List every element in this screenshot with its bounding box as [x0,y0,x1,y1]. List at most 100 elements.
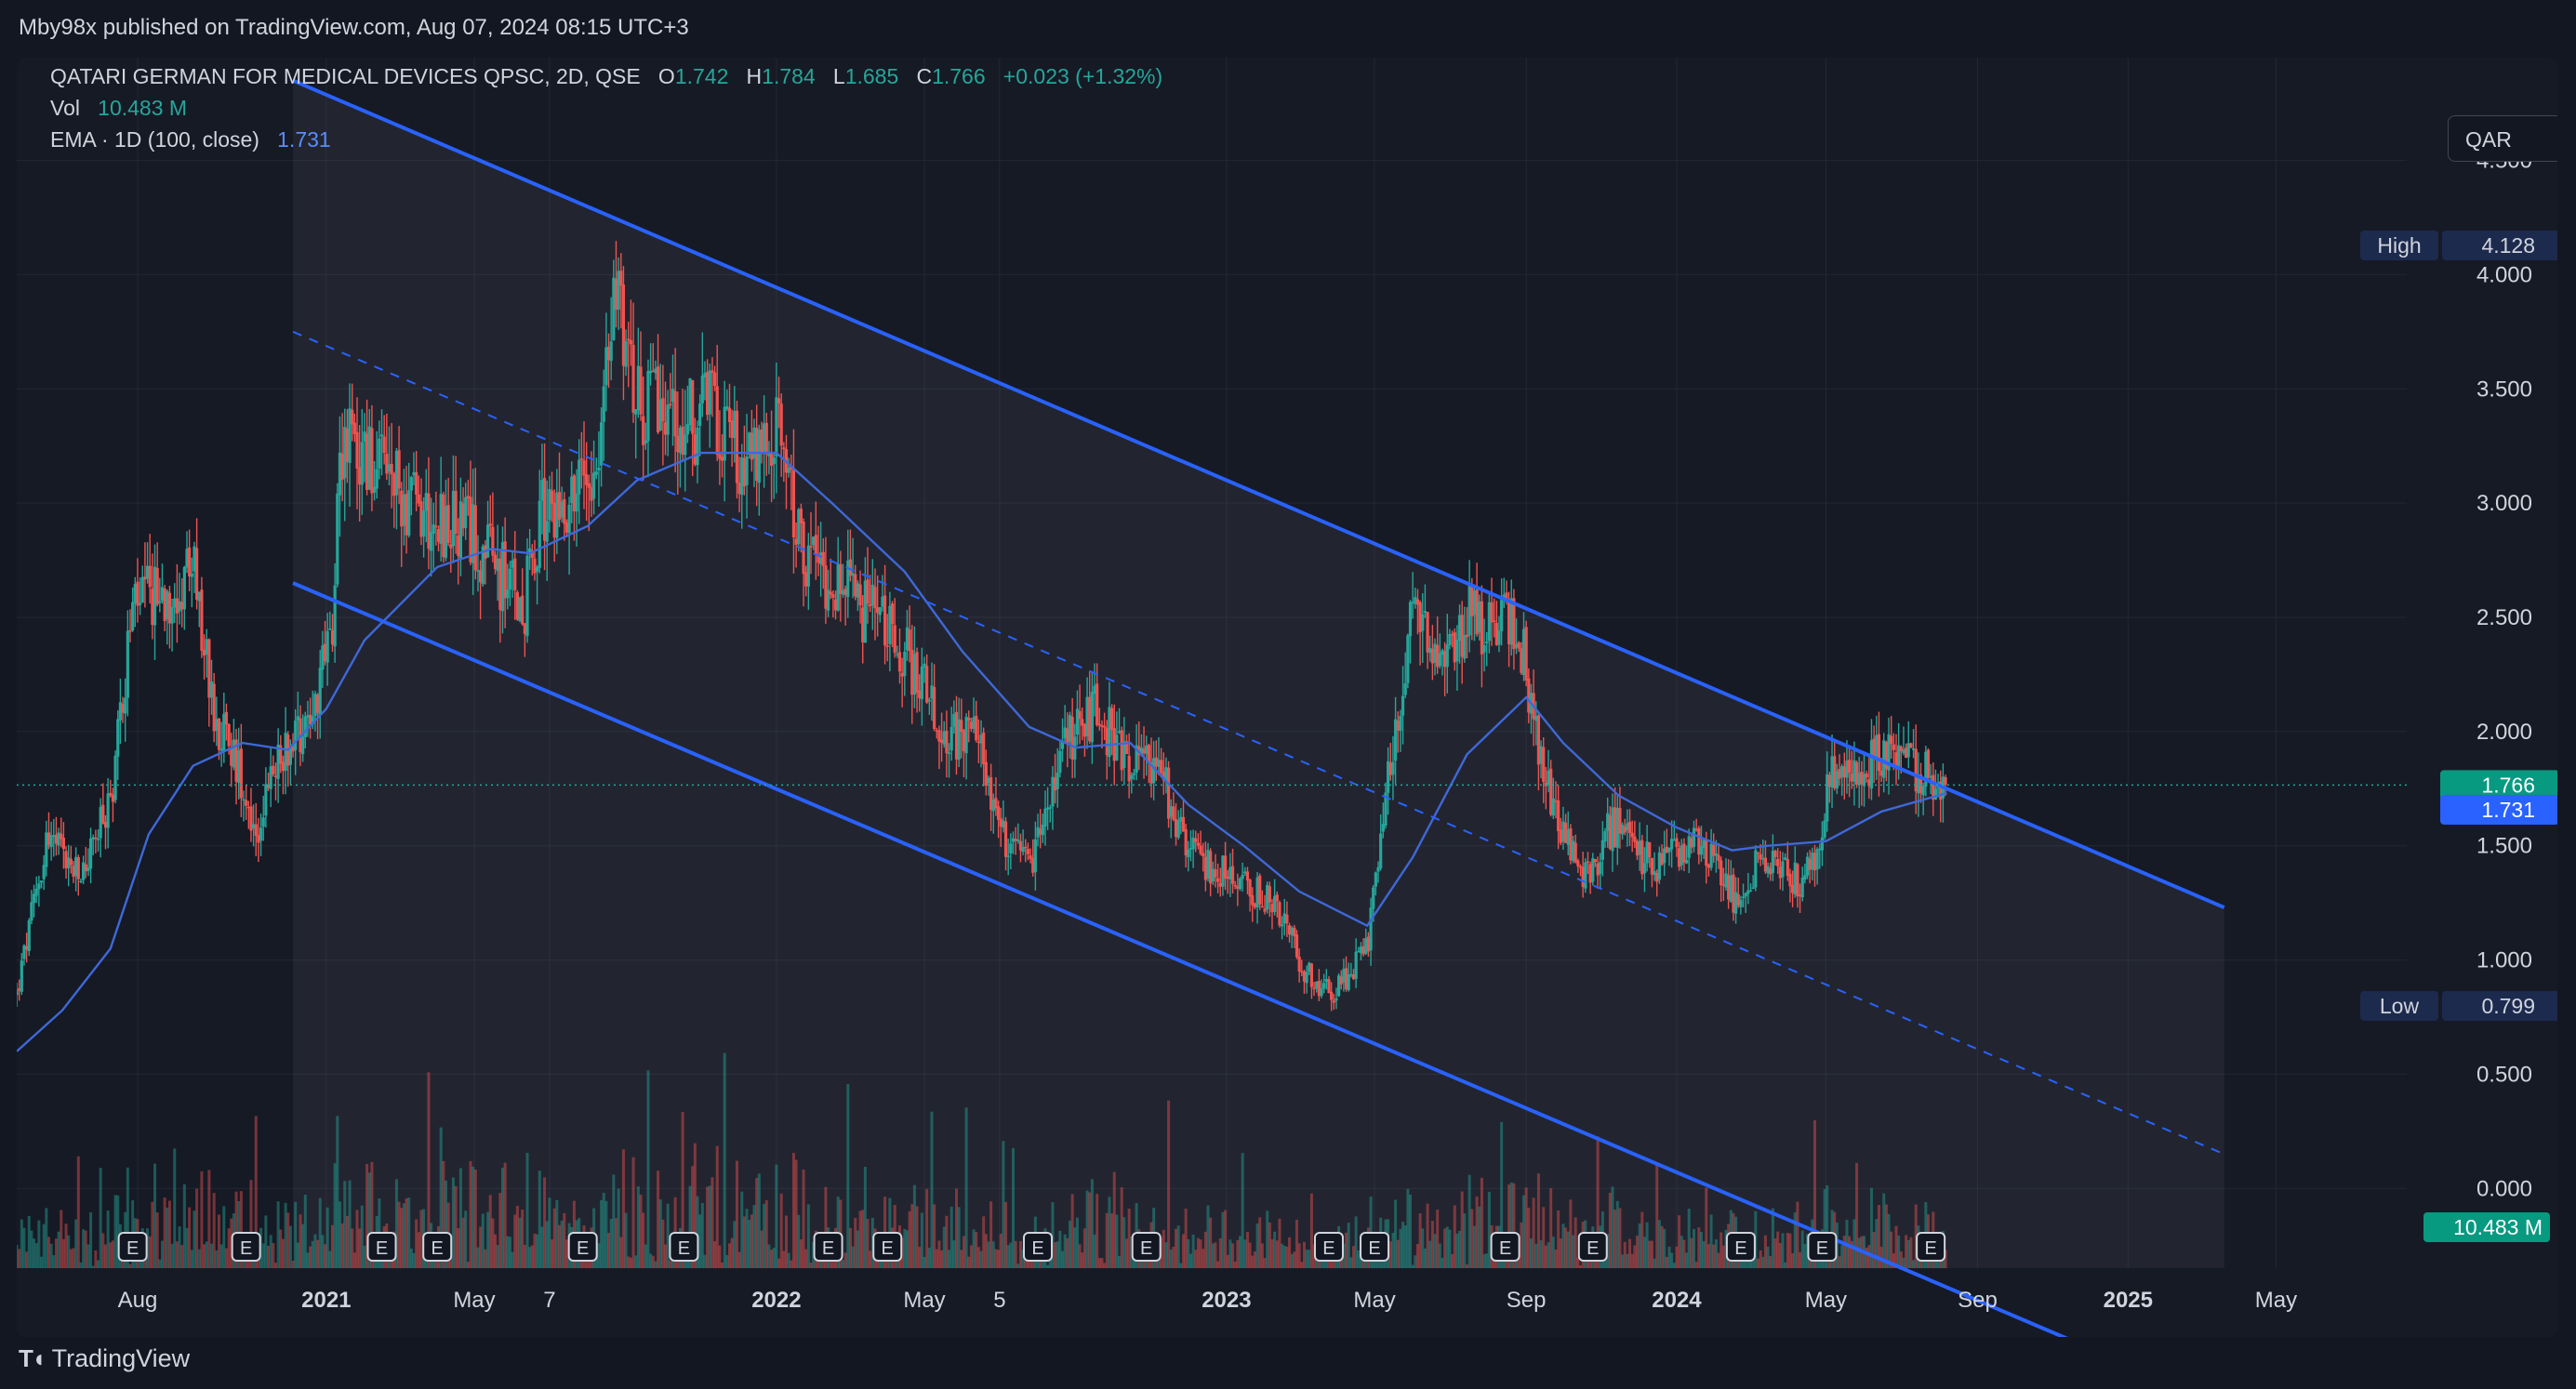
volume-bar [1509,1182,1513,1268]
price-chart[interactable]: EEEEEEEEEEEEEEEEE4.5004.0003.5003.0002.5… [17,58,2557,1337]
candle-body [915,652,919,694]
candle-body [1066,728,1069,744]
candle-body [1615,807,1619,848]
candle-body [1441,650,1444,655]
volume-bar [1507,1184,1511,1268]
candle-body [720,456,724,461]
candle-body [1302,971,1307,982]
volume-bar [763,1203,766,1268]
candle-body [1187,849,1190,858]
candle-body [379,434,384,437]
candle-body [1576,860,1580,866]
volume-bar [858,1210,862,1268]
volume-bar [1572,1235,1575,1268]
volume-bar [1194,1250,1198,1268]
x-tick-label: 2021 [301,1288,351,1313]
volume-bar [205,1241,208,1268]
candle-body [1332,1000,1335,1003]
candle-body [1426,612,1429,653]
candle-body [712,372,717,387]
earnings-marker-box [231,1232,261,1262]
volume-bar [594,1255,598,1268]
candle-body [1648,841,1652,858]
candle-body [1414,597,1417,604]
volume-bar [1268,1222,1271,1268]
volume-bar [1693,1228,1696,1268]
volume-bar [97,1260,100,1268]
volume-bar [212,1193,216,1268]
candle-body [602,386,605,422]
candle-body [1166,767,1171,819]
ema-legend[interactable]: EMA · 1D (100, close) 1.731 [50,127,331,152]
chart-pane[interactable]: EEEEEEEEEEEEEEEEE4.5004.0003.5003.0002.5… [17,58,2557,1337]
candle-body [530,550,534,559]
candle-body [1509,598,1513,645]
volume-bar [1073,1227,1077,1268]
candle-body [1209,851,1213,884]
volume-legend[interactable]: Vol 10.483 M [50,96,187,121]
candle-body [1164,767,1168,782]
candle-body [960,720,963,733]
candle-body [1914,748,1918,792]
high-tag-value-box [2442,230,2557,260]
candle-body [242,799,246,801]
candle-body [1228,866,1232,880]
candle-body [962,730,966,752]
candle-body [372,486,377,493]
volume-bar [1857,1237,1861,1268]
candle-body [1872,738,1876,759]
candle-body [1490,602,1494,623]
candle-body [806,545,810,587]
candle-body [325,630,329,663]
candle-body [560,501,564,518]
volume-bar [1179,1263,1183,1268]
x-tick-label: 2024 [1652,1288,1702,1313]
top-bar: Mby98x published on TradingView.com, Aug… [0,0,2576,58]
volume-bar [1184,1209,1188,1268]
candle-body [1933,788,1938,800]
volume-bar [975,1232,978,1268]
candle-body [340,453,344,481]
volume-bar [400,1208,404,1268]
channel-fill [293,58,2224,1268]
volume-bar [942,1226,946,1268]
volume-bar [113,1195,117,1268]
volume-bar [394,1179,398,1268]
candle-body [984,761,988,786]
candle-body [826,589,830,611]
volume-bar [624,1212,628,1268]
volume-bar [301,1224,305,1268]
candle-body [1016,839,1020,841]
candle-body [118,702,122,721]
candle-body [217,718,221,750]
earnings-marker: E [1131,1232,1162,1262]
volume-bar [284,1202,287,1268]
volume-bar [1705,1187,1708,1268]
symbol-legend[interactable]: QATARI GERMAN FOR MEDICAL DEVICES QPSC, … [50,64,1162,89]
candle-body [375,469,378,489]
candle-body [1705,839,1708,866]
volume-bar [373,1256,377,1268]
x-tick-label: May [903,1288,945,1313]
volume-bar [1245,1231,1249,1268]
candle-body [1554,800,1558,802]
volume-bar [925,1188,929,1268]
earnings-marker-label: E [1499,1238,1511,1259]
volume-bar [328,1250,332,1268]
candle-body [634,409,638,415]
volume-bar [1826,1185,1829,1268]
candle-body [831,594,835,598]
volume-bar [949,1206,953,1268]
volume-bar [1709,1214,1713,1268]
candle-body [1369,907,1373,951]
candle-body [1196,842,1201,846]
volume-bar [1784,1262,1787,1268]
volume-bar [940,1250,944,1268]
candle-body [382,436,386,454]
candle-body [1097,723,1101,726]
candle-body [1573,842,1577,863]
candle-body [34,888,38,896]
candle-body [897,652,902,672]
candle-body [1002,820,1005,828]
currency-button[interactable]: QAR [2448,115,2557,162]
